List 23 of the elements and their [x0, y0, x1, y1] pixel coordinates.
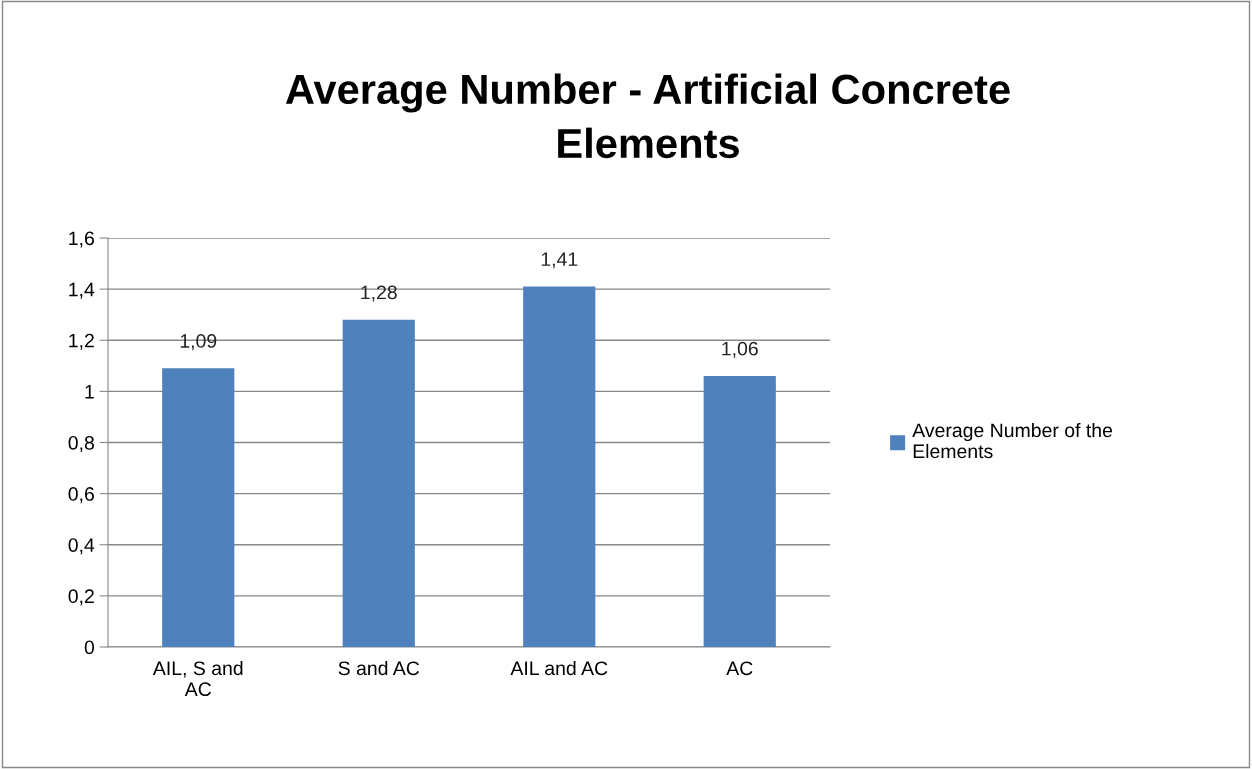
bar [162, 368, 235, 647]
y-tick-label: 1 [85, 385, 94, 399]
data-label: 1,28 [361, 285, 397, 302]
bar [342, 319, 415, 647]
legend-label: Average Number of the Elements [912, 422, 1113, 459]
x-tick-label: AC [726, 661, 753, 676]
bar [703, 376, 776, 647]
y-tick-label: 1,2 [69, 333, 94, 350]
data-label: 1,09 [180, 334, 217, 351]
data-label: 1,06 [722, 341, 758, 358]
data-label: 1,41 [541, 252, 578, 269]
y-tick-label: 0,8 [68, 435, 94, 453]
y-tick-label: 1,6 [69, 231, 94, 248]
y-tick-label: 0,6 [68, 487, 94, 504]
bar [523, 286, 596, 647]
chart-title: Average Number - Artificial Concrete Elements [285, 73, 1010, 159]
x-tick-label: AIL, S and AC [152, 660, 243, 697]
x-tick-label: S and AC [338, 660, 420, 676]
y-tick-label: 0 [84, 640, 95, 655]
x-tick-label: AIL and AC [510, 660, 608, 676]
y-tick-label: 0,2 [68, 589, 94, 606]
y-tick-label: 1,4 [69, 282, 95, 299]
y-tick-label: 0,4 [68, 538, 95, 555]
